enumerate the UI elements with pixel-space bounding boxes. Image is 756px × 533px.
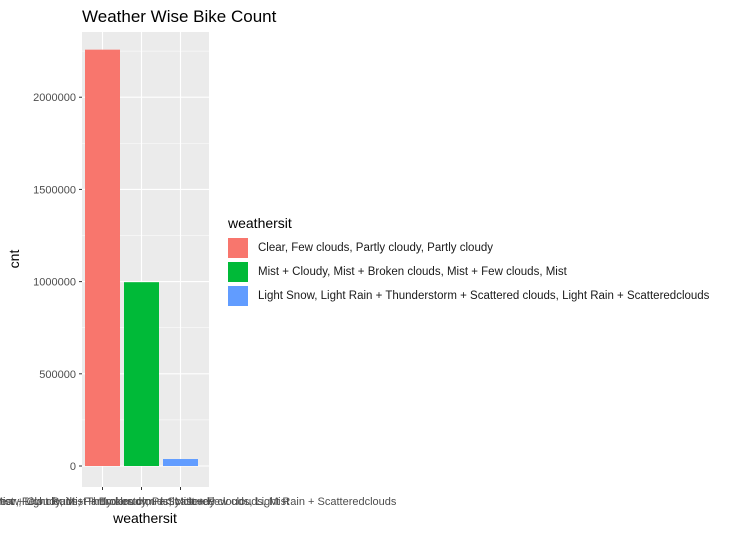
bar <box>163 459 198 466</box>
y-tick-label: 500000 <box>39 369 76 381</box>
legend-title: weathersit <box>228 215 292 231</box>
x-axis-title: weathersit <box>112 510 177 526</box>
legend-key-light-snow <box>228 286 248 306</box>
chart-title: Weather Wise Bike Count <box>82 7 277 26</box>
legend-key-clear <box>228 238 248 258</box>
y-axis-title: cnt <box>6 250 22 269</box>
legend-item-mist: Mist + Cloudy, Mist + Broken clouds, Mis… <box>228 261 567 283</box>
legend-key-mist <box>228 262 248 282</box>
x-tick-label: Light Snow, Light Rain + Thunderstorm + … <box>0 496 397 508</box>
x-axis-ticks: Clear, Few clouds, Partly cloudy, Partly… <box>0 487 397 508</box>
x-tick-label: Mist + Cloudy, Mist + Broken clouds, Mis… <box>0 496 289 508</box>
x-tick-label: Clear, Few clouds, Partly cloudy, Partly… <box>0 496 215 508</box>
bar <box>124 282 159 466</box>
y-axis-ticks: 0 500000 1000000 1500000 2000000 <box>33 92 82 473</box>
bar <box>85 49 120 466</box>
legend-label-light-snow: Light Snow, Light Rain + Thunderstorm + … <box>258 290 710 302</box>
y-tick-label: 1000000 <box>33 277 76 289</box>
legend-label-clear: Clear, Few clouds, Partly cloudy, Partly… <box>258 242 493 254</box>
y-tick-label: 1500000 <box>33 184 76 196</box>
y-tick-label: 0 <box>70 461 76 473</box>
legend-item-light-snow: Light Snow, Light Rain + Thunderstorm + … <box>228 285 709 307</box>
legend-label-mist: Mist + Cloudy, Mist + Broken clouds, Mis… <box>258 266 567 278</box>
legend-item-clear: Clear, Few clouds, Partly cloudy, Partly… <box>228 237 493 259</box>
y-tick-label: 2000000 <box>33 92 76 104</box>
bars <box>85 49 198 466</box>
